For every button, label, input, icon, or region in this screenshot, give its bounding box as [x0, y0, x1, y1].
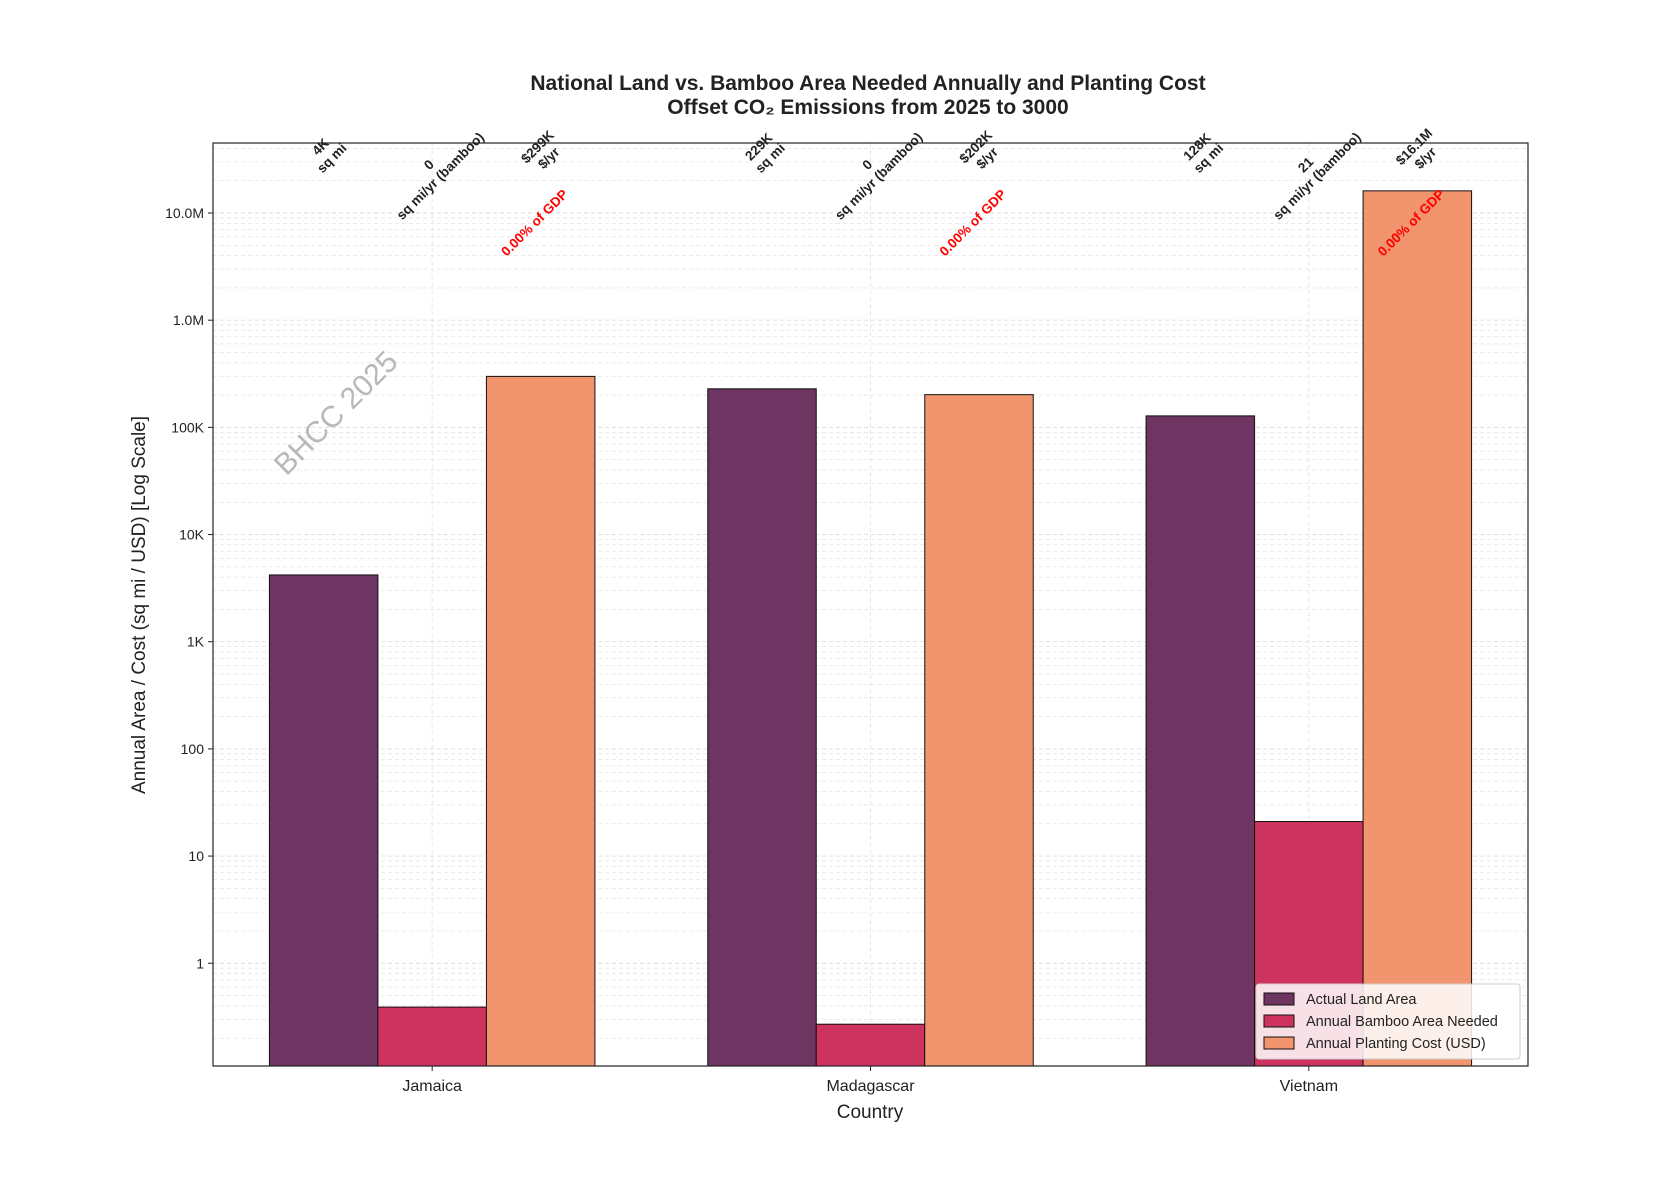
y-axis-label: Annual Area / Cost (sq mi / USD) [Log Sc…: [129, 416, 150, 794]
bar: [268, 574, 379, 1067]
x-axis-ticks: Jamaica Madagascar Vietnam: [402, 1066, 1338, 1095]
gdp-share-label: 0.00% of GDP: [498, 186, 571, 259]
y-tick-label: 10.0M: [165, 205, 204, 221]
gdp-share-label: 0.00% of GDP: [936, 186, 1009, 259]
x-tick-label: Madagascar: [826, 1078, 915, 1095]
bar-label: $16.1M$/yr: [1393, 126, 1440, 172]
legend-swatch: [1263, 1014, 1295, 1028]
bar: [707, 388, 817, 1067]
legend-swatch: [1263, 992, 1295, 1006]
legend-entry-label: Actual Land Area: [1306, 992, 1417, 1008]
bar: [1145, 415, 1256, 1067]
bar: [485, 375, 596, 1067]
x-tick-label: Vietnam: [1280, 1078, 1338, 1095]
y-tick-label: 1: [196, 955, 204, 971]
bar: [815, 1023, 926, 1067]
watermark: BHCC 2025: [268, 345, 405, 482]
y-tick-label: 10K: [179, 527, 205, 543]
bar-label: 0sq mi/yr (bamboo): [394, 129, 487, 222]
y-tick-label: 10: [188, 848, 204, 864]
bar-label: 0sq mi/yr (bamboo): [832, 129, 925, 222]
legend: Actual Land Area Annual Bamboo Area Neede…: [1255, 983, 1521, 1060]
legend-swatch: [1263, 1036, 1295, 1050]
chart-title-line1: National Land vs. Bamboo Area Needed Ann…: [530, 72, 1205, 95]
legend-entry-label: Annual Bamboo Area Needed: [1306, 1014, 1498, 1030]
y-axis-ticks: 1 10 100 1K 10K 100K 1.0M 10.0M: [165, 205, 213, 971]
y-tick-label: 1.0M: [173, 312, 204, 328]
x-tick-label: Jamaica: [402, 1078, 462, 1095]
gdp-label: 0.00% of GDP: [936, 186, 1009, 259]
chart-title-line2: Offset CO₂ Emissions from 2025 to 3000: [667, 96, 1068, 119]
bar-label: $202K$/yr: [956, 127, 1001, 172]
legend-entry-label: Annual Planting Cost (USD): [1306, 1036, 1486, 1052]
bar: [924, 394, 1034, 1067]
legend-box: [1255, 983, 1521, 1060]
bar: [377, 1006, 487, 1067]
y-tick-label: 100K: [171, 419, 204, 435]
y-tick-label: 100: [181, 741, 205, 757]
bar: [1362, 190, 1473, 1067]
gdp-label: 0.00% of GDP: [498, 186, 571, 259]
x-axis-label: Country: [837, 1102, 904, 1123]
bar-label: $299K$/yr: [518, 127, 563, 172]
y-tick-label: 1K: [187, 634, 205, 650]
